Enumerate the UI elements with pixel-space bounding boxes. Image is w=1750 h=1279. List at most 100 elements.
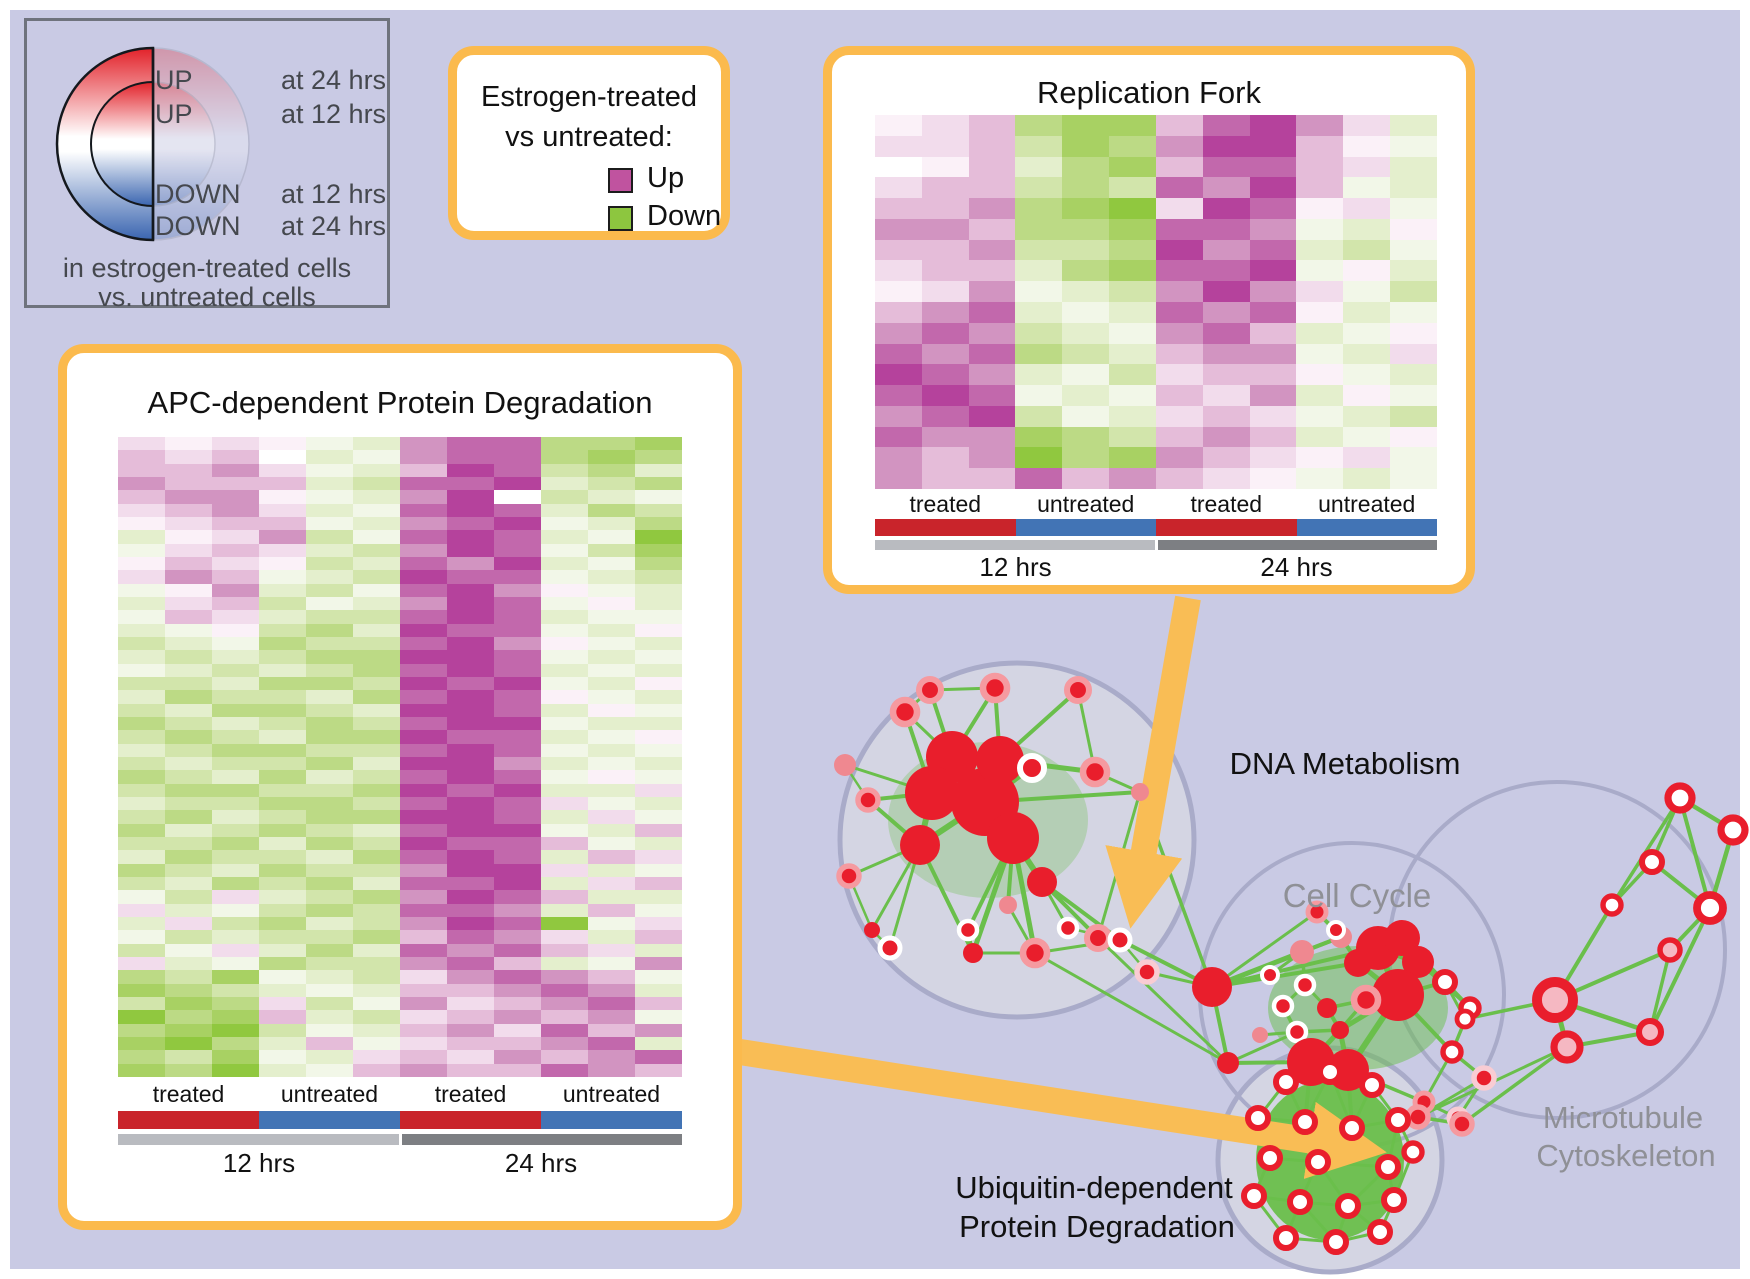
heatmap-cell <box>635 810 682 824</box>
heatmap-cell <box>212 903 259 917</box>
heatmap-cell <box>118 730 165 744</box>
heatmap-cell <box>118 916 165 931</box>
heatmap-cell <box>447 823 494 837</box>
heatmap-cell <box>118 676 165 691</box>
ring-legend-caption-2: vs. untreated cells <box>98 282 316 312</box>
heatmap-cell <box>400 943 447 957</box>
heatmap-cell <box>118 503 165 517</box>
label-microtubule-1: Microtubule <box>1543 1100 1703 1135</box>
apc-group-labels: treated untreated treated untreated <box>118 1081 682 1108</box>
heatmap-cell <box>165 610 212 624</box>
heatmap-cell <box>1015 385 1063 406</box>
heatmap-cell <box>165 530 212 544</box>
network-node <box>1252 1027 1268 1043</box>
heatmap-cell <box>541 623 588 637</box>
heatmap-cell <box>259 796 306 811</box>
heatmap-cell <box>165 903 212 917</box>
heatmap-cell <box>118 1023 165 1037</box>
heatmap-cell <box>400 623 447 637</box>
heatmap-cell <box>165 930 212 944</box>
heatmap-cell <box>635 636 682 651</box>
heatmap-cell <box>447 690 494 704</box>
heatmap-cell <box>1109 405 1156 427</box>
heatmap-cell <box>1296 322 1344 344</box>
heatmap-cell <box>1343 364 1391 386</box>
heatmap-cell <box>353 823 400 837</box>
heatmap-cell <box>635 1063 682 1077</box>
heatmap-cell <box>541 996 588 1011</box>
heatmap-cell <box>400 556 447 571</box>
heatmap-cell <box>1343 385 1391 406</box>
heatmap-cell <box>400 490 447 504</box>
heatmap-cell <box>494 636 541 651</box>
heatmap-cell <box>1155 135 1203 157</box>
network-node <box>1600 893 1624 917</box>
heatmap-cell <box>494 650 541 664</box>
heatmap-cell <box>259 823 306 837</box>
ring-legend-up24-time: at 24 hrs <box>281 65 387 95</box>
heatmap-cell <box>306 783 353 797</box>
heatmap-cell <box>1062 218 1110 240</box>
heatmap-cell <box>212 916 259 931</box>
network-node <box>1405 1104 1431 1130</box>
heatmap-cell <box>1296 364 1344 386</box>
heatmap-cell <box>306 1010 353 1024</box>
heatmap-cell <box>635 996 682 1011</box>
heatmap-cell <box>588 876 635 891</box>
heatmap-cell <box>541 796 588 811</box>
heatmap-cell <box>494 663 541 677</box>
heatmap-cell <box>400 690 447 704</box>
heatmap-cell <box>212 690 259 704</box>
heatmap-cell <box>447 970 494 984</box>
heatmap-cell <box>118 903 165 917</box>
heatmap-cell <box>259 716 306 731</box>
heatmap-cell <box>118 703 165 717</box>
heatmap-cell <box>1015 322 1063 344</box>
heatmap-cell <box>306 983 353 997</box>
heatmap-cell <box>494 570 541 584</box>
network-node <box>1241 1183 1267 1209</box>
untreated-bar-segment <box>1296 519 1437 536</box>
heatmap-cell <box>447 1036 494 1051</box>
heatmap-cell <box>353 1063 400 1077</box>
heatmap-cell <box>353 570 400 584</box>
heatmap-cell <box>635 583 682 597</box>
heatmap-cell <box>306 876 353 891</box>
heatmap-cell <box>165 636 212 651</box>
heatmap-cell <box>1296 281 1344 302</box>
heatmap-cell <box>875 135 922 157</box>
apc-heatmap <box>118 437 682 1077</box>
heatmap-cell <box>875 405 922 427</box>
heatmap-cell <box>588 690 635 704</box>
heatmap-cell <box>259 583 306 597</box>
network-node <box>1367 1219 1393 1245</box>
heatmap-cell <box>353 663 400 677</box>
heatmap-cell <box>541 610 588 624</box>
heatmap-cell <box>875 198 922 219</box>
heatmap-cell <box>588 996 635 1011</box>
heatmap-cell <box>1155 281 1203 302</box>
heatmap-cell <box>968 468 1016 489</box>
heatmap-cell <box>1296 115 1344 136</box>
heatmap-cell <box>353 623 400 637</box>
heatmap-cell <box>635 756 682 771</box>
heatmap-cell <box>447 876 494 891</box>
network-edge <box>1648 906 1712 1034</box>
heatmap-cell <box>212 956 259 971</box>
rf-group-label: untreated <box>1037 491 1135 517</box>
heatmap-cell <box>165 970 212 984</box>
heatmap-cell <box>400 903 447 917</box>
heatmap-cell <box>588 583 635 597</box>
heatmap-cell <box>1343 115 1391 136</box>
network-node <box>1019 937 1051 969</box>
network-node <box>1372 969 1424 1021</box>
heatmap-cell <box>588 463 635 477</box>
network-node <box>1305 900 1329 924</box>
network-edge <box>1648 948 1672 1034</box>
heatmap-cell <box>306 690 353 704</box>
heatmap-cell <box>921 218 969 240</box>
heatmap-cell <box>165 783 212 797</box>
heatmap-cell <box>212 756 259 771</box>
heatmap-cell <box>1343 156 1391 178</box>
heatmap-cell <box>447 1010 494 1024</box>
